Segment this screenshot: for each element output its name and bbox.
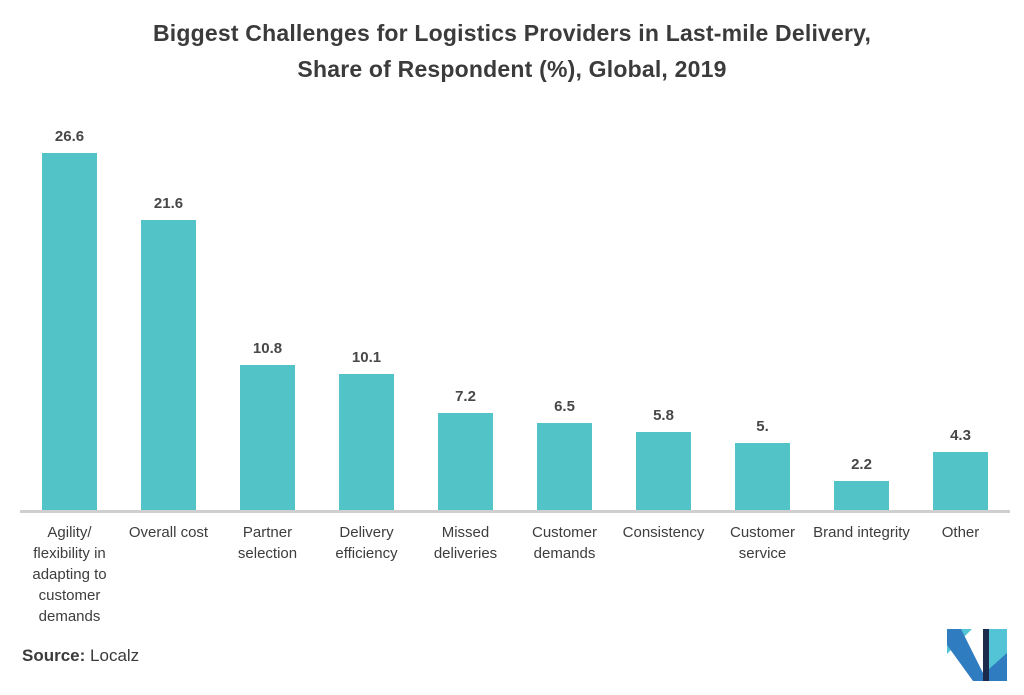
bar: 5. <box>734 418 791 510</box>
x-axis-line <box>20 510 1010 513</box>
chart-title: Biggest Challenges for Logistics Provide… <box>0 0 1024 87</box>
x-axis-category-label: Missed deliveries <box>433 524 498 562</box>
bar-value-label: 6.5 <box>554 397 575 415</box>
bar-column: 10.8 <box>218 153 317 510</box>
x-axis-category-label: Delivery efficiency <box>335 524 398 562</box>
bar-column: 5.8 <box>614 153 713 510</box>
bar: 10.8 <box>239 340 296 510</box>
plot-area: 26.6 21.6 10.8 10.1 7.2 6.5 5.8 5. 2.2 4.3 <box>20 128 1010 510</box>
bar-value-label: 10.1 <box>351 349 382 367</box>
x-axis-category-label: Brand integrity <box>813 524 910 541</box>
logo-blue-diagonal <box>947 629 987 681</box>
x-axis-category-label: Customer service <box>729 524 796 562</box>
bar-value-label: 5. <box>756 417 769 435</box>
bar-value-label: 7.2 <box>455 388 476 406</box>
x-axis-category-label: Agility/ flexibility in adapting to cust… <box>32 524 107 625</box>
bar-value-label: 21.6 <box>153 195 184 213</box>
bar: 4.3 <box>932 427 989 510</box>
bar-value-label: 5.8 <box>653 407 674 425</box>
source-value: Localz <box>90 646 140 665</box>
bar-value-label: 2.2 <box>851 455 872 473</box>
bar-column: 7.2 <box>416 153 515 510</box>
mordor-intelligence-logo <box>947 629 1007 681</box>
x-axis-category-label: Consistency <box>622 524 705 541</box>
bar: 5.8 <box>635 407 692 510</box>
bar: 6.5 <box>536 398 593 510</box>
x-axis-category-label: Other <box>941 524 980 541</box>
chart-title-line1: Biggest Challenges for Logistics Provide… <box>152 20 872 46</box>
bar-value-label: 26.6 <box>54 128 85 145</box>
bar: 10.1 <box>338 349 395 510</box>
source-label: Source: <box>22 646 86 665</box>
x-axis-category-label: Overall cost <box>128 524 209 541</box>
bar-column: 26.6 <box>20 128 119 510</box>
source-note: Source: Localz <box>22 646 139 666</box>
chart-title-line2: Share of Respondent (%), Global, 2019 <box>297 56 727 82</box>
bar: 21.6 <box>140 195 197 510</box>
bar-column: 10.1 <box>317 153 416 510</box>
x-axis-labels: Agility/ flexibility in adapting to cust… <box>20 513 1010 627</box>
bar: 7.2 <box>437 388 494 510</box>
x-axis-category-label: Partner selection <box>237 524 298 562</box>
bar-column: 2.2 <box>812 153 911 510</box>
bar-value-label: 10.8 <box>252 340 283 358</box>
logo-navy-bar <box>983 629 989 681</box>
bar: 2.2 <box>833 456 890 510</box>
bar-column: 6.5 <box>515 153 614 510</box>
bar-column: 21.6 <box>119 153 218 510</box>
x-axis-category-label: Customer demands <box>531 524 598 562</box>
bar-value-label: 4.3 <box>950 427 971 445</box>
bar: 26.6 <box>41 128 98 510</box>
bar-column: 5. <box>713 153 812 510</box>
bar-column: 4.3 <box>911 153 1010 510</box>
logo-blue-corner <box>989 653 1007 681</box>
bar-chart: 26.6 21.6 10.8 10.1 7.2 6.5 5.8 5. 2.2 4.3 Agilit… <box>20 88 1010 627</box>
